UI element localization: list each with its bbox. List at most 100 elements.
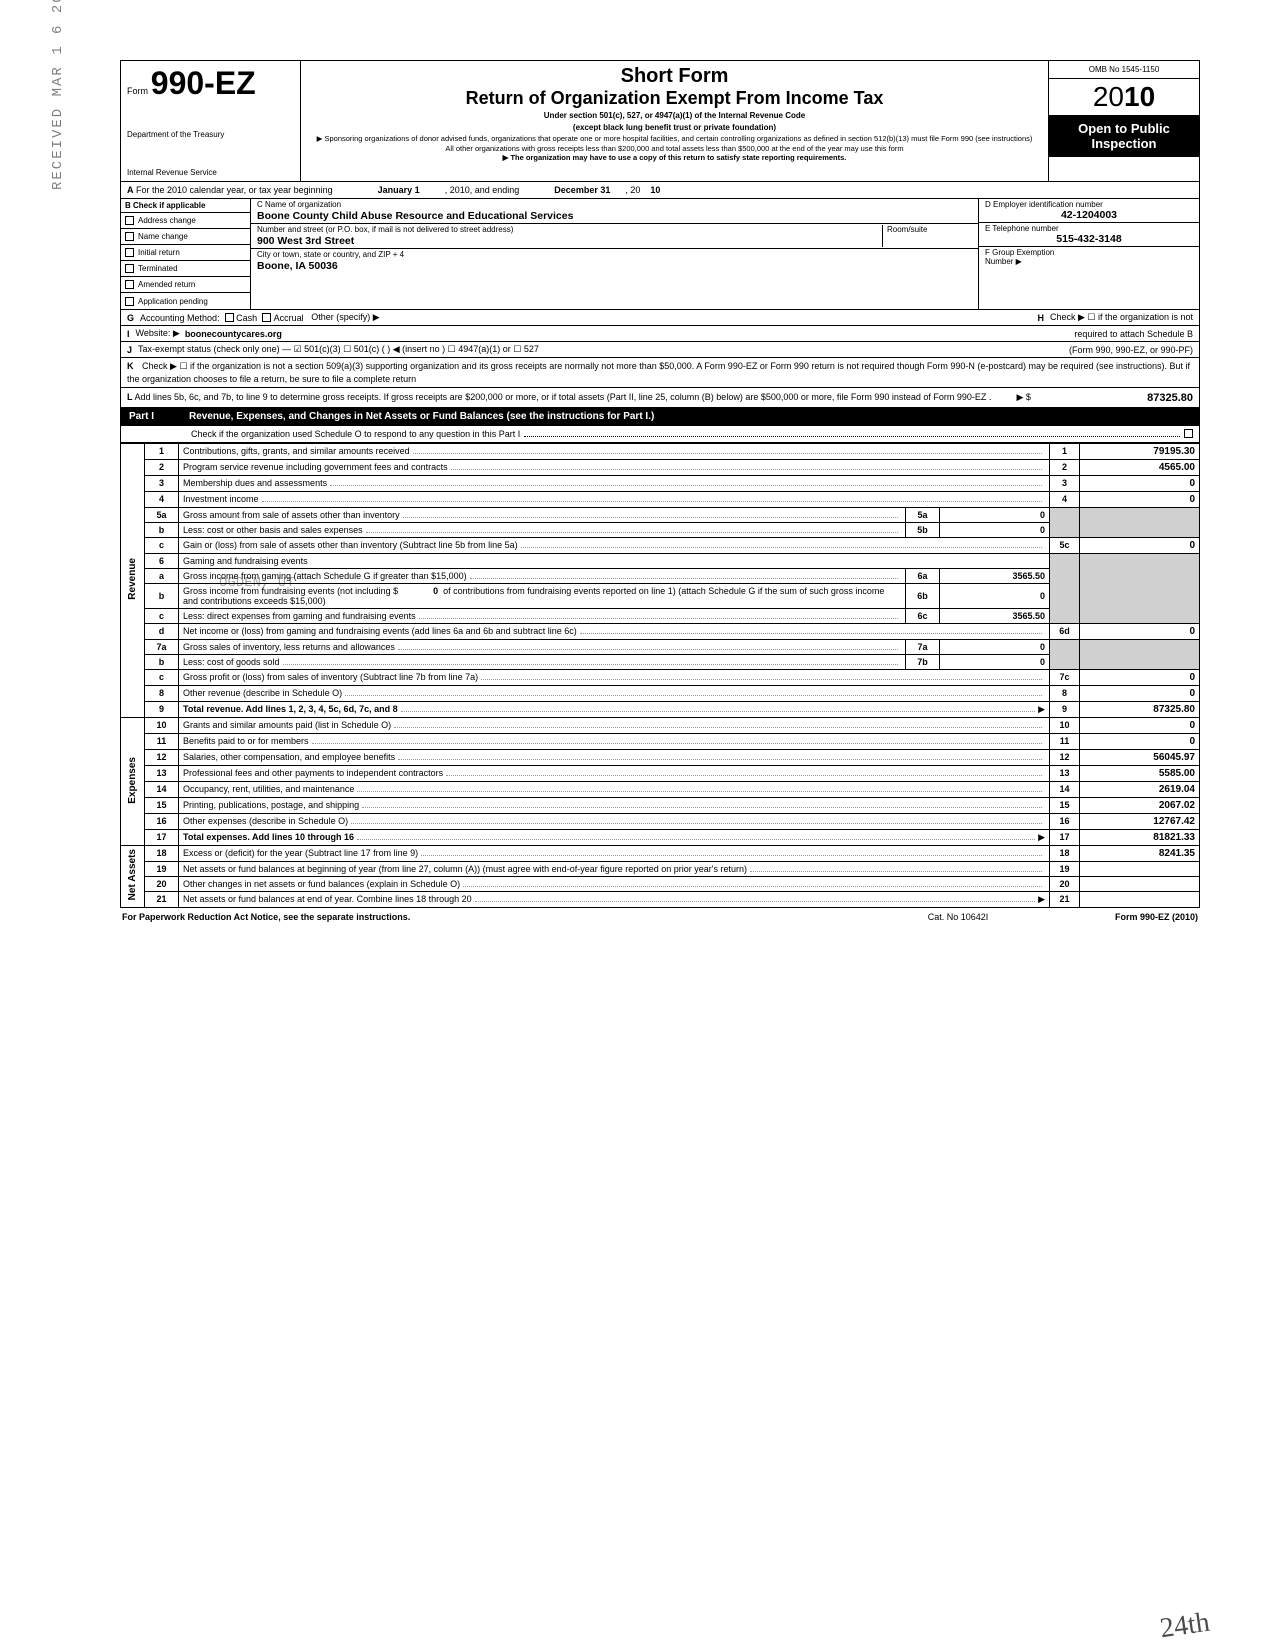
line-no: 8: [145, 685, 179, 701]
line-amount: 0: [1080, 685, 1200, 701]
sub-amount: 0: [940, 654, 1050, 669]
org-addr-label: Number and street (or P.O. box, if mail …: [257, 225, 882, 234]
phone-row: E Telephone number 515-432-3148: [979, 223, 1199, 247]
col-no: 9: [1050, 701, 1080, 717]
chk-label: Name change: [138, 232, 188, 241]
sub-no: 6c: [906, 608, 940, 623]
sub-no: 7b: [906, 654, 940, 669]
tax-year: 2010: [1049, 79, 1199, 115]
row-k-text: Check ▶ ☐ if the organization is not a s…: [127, 361, 1190, 384]
col-no: 19: [1050, 861, 1080, 876]
line-amount: 81821.33: [1080, 829, 1200, 845]
line-desc: Net assets or fund balances at end of ye…: [183, 894, 472, 904]
col-b-header: B Check if applicable: [121, 199, 250, 213]
col-no: 21: [1050, 891, 1080, 907]
accrual-label: Accrual: [274, 313, 304, 323]
line-no: 6: [145, 553, 179, 568]
line-desc: Salaries, other compensation, and employ…: [183, 752, 395, 762]
checkbox-icon[interactable]: [262, 313, 271, 322]
row-j-text: Tax-exempt status (check only one) — ☑ 5…: [138, 344, 539, 355]
chk-label: Amended return: [138, 280, 195, 289]
chk-pending[interactable]: Application pending: [121, 293, 250, 309]
part1-label: Part I: [129, 411, 189, 422]
checkbox-icon: [125, 248, 134, 257]
chk-initial-return[interactable]: Initial return: [121, 245, 250, 261]
sub-amount: 3565.50: [940, 608, 1050, 623]
form-note-3: ▶ The organization may have to use a cop…: [311, 153, 1038, 163]
sub-amount: 3565.50: [940, 568, 1050, 583]
line-no: 17: [145, 829, 179, 845]
expenses-side-label: Expenses: [121, 717, 145, 845]
col-no: 18: [1050, 845, 1080, 861]
chk-amended[interactable]: Amended return: [121, 277, 250, 293]
block-bcdef: B Check if applicable Address change Nam…: [120, 199, 1200, 310]
line-desc: Investment income: [183, 494, 259, 504]
line-no: 5a: [145, 507, 179, 522]
dept-treasury: Department of the Treasury: [127, 130, 294, 140]
line-no: a: [145, 568, 179, 583]
row-k-label: K: [127, 361, 134, 371]
line-6b-subval: 0: [433, 586, 438, 596]
sub-no: 6a: [906, 568, 940, 583]
line-desc: Gross profit or (loss) from sales of inv…: [183, 672, 478, 682]
line-no: 4: [145, 491, 179, 507]
checkbox-icon: [125, 280, 134, 289]
line-amount: 87325.80: [1080, 701, 1200, 717]
org-name-row: C Name of organization Boone County Chil…: [251, 199, 978, 224]
dept-irs: Internal Revenue Service: [127, 168, 294, 178]
footer-pra: For Paperwork Reduction Act Notice, see …: [122, 912, 868, 922]
line-desc: Grants and similar amounts paid (list in…: [183, 720, 391, 730]
line-desc: Gaming and fundraising events: [179, 553, 1050, 568]
short-form-label: Short Form: [311, 65, 1038, 88]
line-amount: 0: [1080, 669, 1200, 685]
gray-cell: [1080, 553, 1200, 623]
chk-terminated[interactable]: Terminated: [121, 261, 250, 277]
checkbox-icon: [125, 216, 134, 225]
row-a-mid4: , 20: [625, 185, 640, 195]
chk-address-change[interactable]: Address change: [121, 213, 250, 229]
gray-cell: [1080, 639, 1200, 669]
col-no: 2: [1050, 459, 1080, 475]
arrow-icon: ▶: [1038, 704, 1045, 715]
row-j: J Tax-exempt status (check only one) — ☑…: [120, 342, 1200, 358]
line-amount: 4565.00: [1080, 459, 1200, 475]
line-no: 18: [145, 845, 179, 861]
line-amount: [1080, 876, 1200, 891]
sub-no: 5a: [906, 507, 940, 522]
year-suffix: 10: [1124, 81, 1155, 112]
row-a: A For the 2010 calendar year, or tax yea…: [120, 182, 1200, 199]
line-desc: Total revenue. Add lines 1, 2, 3, 4, 5c,…: [183, 704, 398, 714]
checkbox-icon: [125, 297, 134, 306]
org-addr: 900 West 3rd Street: [257, 234, 882, 247]
netassets-side-label: Net Assets: [121, 845, 145, 907]
col-no: 16: [1050, 813, 1080, 829]
website-value: boonecountycares.org: [185, 329, 282, 339]
checkbox-icon: [125, 264, 134, 273]
col-no: 17: [1050, 829, 1080, 845]
part1-title: Revenue, Expenses, and Changes in Net As…: [189, 411, 1191, 422]
col-no: 14: [1050, 781, 1080, 797]
row-l-arrow: ▶ $: [1016, 392, 1030, 402]
gray-cell: [1050, 507, 1080, 537]
line-desc: Other revenue (describe in Schedule O): [183, 688, 342, 698]
header-right: OMB No 1545-1150 2010 Open to Public Ins…: [1049, 61, 1199, 181]
row-h-cont: required to attach Schedule B: [1074, 329, 1193, 339]
checkbox-icon[interactable]: [225, 313, 234, 322]
phone-value: 515-432-3148: [985, 233, 1193, 245]
omb-number: OMB No 1545-1150: [1049, 61, 1199, 79]
line-no: 2: [145, 459, 179, 475]
handwritten-note: 24th: [1158, 1607, 1212, 1646]
org-name-label: C Name of organization: [257, 200, 972, 209]
col-no: 6d: [1050, 623, 1080, 639]
row-l-label: L: [127, 392, 133, 402]
received-stamp: RECEIVED MAR 1 6 2012: [50, 0, 66, 190]
line-no: 21: [145, 891, 179, 907]
row-h-cont2: (Form 990, 990-EZ, or 990-PF): [1069, 345, 1193, 355]
checkbox-icon[interactable]: [1184, 429, 1193, 438]
org-city: Boone, IA 50036: [257, 259, 972, 272]
line-amount: 79195.30: [1080, 443, 1200, 459]
line-amount: 12767.42: [1080, 813, 1200, 829]
year-prefix: 20: [1093, 81, 1124, 112]
col-no: 20: [1050, 876, 1080, 891]
chk-name-change[interactable]: Name change: [121, 229, 250, 245]
